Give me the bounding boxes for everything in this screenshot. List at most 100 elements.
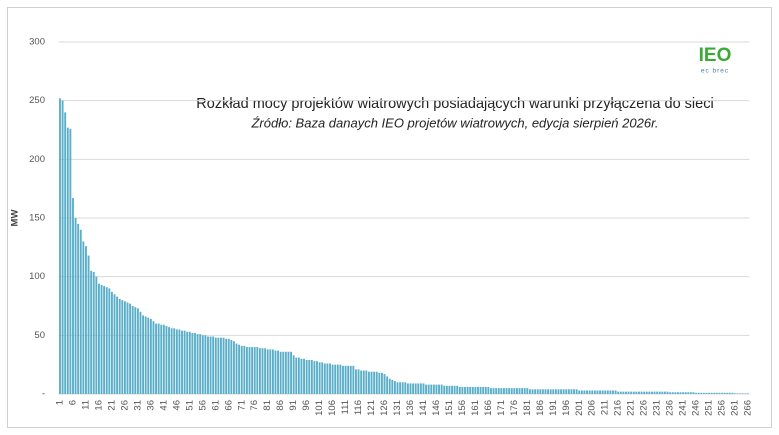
- bar: [744, 393, 747, 394]
- x-tick-label: 16: [93, 400, 104, 411]
- bar: [710, 392, 713, 394]
- bar: [59, 98, 61, 394]
- bar: [178, 329, 181, 394]
- x-tick-label: 76: [249, 400, 260, 411]
- x-tick-label: 66: [223, 400, 234, 411]
- x-tick-label: 116: [353, 400, 364, 415]
- x-tick-label: 251: [704, 400, 715, 416]
- bar: [313, 361, 316, 394]
- bar: [513, 388, 516, 394]
- bar: [567, 389, 570, 394]
- bar: [113, 294, 116, 394]
- bar: [575, 389, 578, 394]
- bar: [682, 392, 685, 394]
- bar: [347, 365, 350, 394]
- bar: [103, 286, 106, 394]
- x-tick-label: 141: [418, 400, 429, 416]
- bar: [570, 389, 573, 394]
- bar: [310, 359, 313, 394]
- bar: [183, 330, 186, 394]
- bar: [331, 364, 334, 394]
- x-tick-label: 126: [379, 400, 390, 416]
- bar: [173, 328, 176, 394]
- bar: [214, 337, 217, 394]
- bar: [349, 365, 352, 394]
- bar: [365, 370, 368, 394]
- bar: [614, 390, 617, 394]
- bar: [632, 391, 635, 394]
- bar: [292, 355, 295, 394]
- bar: [297, 357, 300, 394]
- bar: [635, 391, 638, 394]
- bar: [640, 391, 643, 394]
- bar: [736, 393, 739, 394]
- bar: [417, 383, 420, 394]
- bar: [451, 385, 453, 394]
- bar: [147, 317, 150, 394]
- bar: [721, 392, 723, 394]
- bar: [609, 390, 612, 394]
- bar: [85, 246, 87, 394]
- x-tick-label: 181: [522, 400, 533, 416]
- x-tick-label: 46: [171, 400, 182, 411]
- bar: [136, 308, 139, 394]
- x-tick-label: 206: [587, 400, 598, 416]
- x-tick-label: 221: [626, 400, 637, 416]
- bar: [116, 296, 119, 394]
- bar: [440, 384, 443, 394]
- bar: [469, 386, 472, 394]
- bar: [414, 383, 417, 394]
- bar: [490, 388, 492, 394]
- x-tick-label: 21: [106, 400, 117, 411]
- bar: [139, 311, 142, 394]
- bar: [357, 369, 360, 394]
- bar: [142, 315, 145, 394]
- bar: [531, 389, 534, 394]
- bar: [240, 345, 243, 394]
- bar: [220, 337, 222, 394]
- bar: [87, 255, 90, 394]
- bar: [404, 382, 407, 394]
- x-tick-label: 216: [613, 400, 624, 416]
- bar: [370, 371, 373, 394]
- bar: [497, 388, 500, 394]
- bar: [162, 324, 165, 394]
- bar: [438, 384, 440, 394]
- bar: [110, 291, 113, 394]
- x-tick-label: 136: [405, 400, 416, 416]
- bar: [432, 384, 435, 394]
- bar: [316, 361, 318, 394]
- bar: [388, 378, 391, 394]
- bar: [466, 386, 469, 394]
- bar: [391, 379, 394, 394]
- bar: [536, 389, 539, 394]
- bar: [492, 388, 495, 394]
- x-tick-label: 186: [535, 400, 546, 416]
- bar: [121, 300, 124, 394]
- bar: [217, 337, 220, 394]
- y-tick-label: 100: [29, 271, 45, 282]
- bar: [380, 372, 383, 394]
- x-tick-label: 6: [67, 400, 78, 405]
- bar: [728, 392, 731, 394]
- bar: [186, 331, 189, 394]
- bar: [461, 386, 464, 394]
- x-tick-label: 246: [691, 400, 702, 416]
- bar: [663, 391, 666, 394]
- bar: [643, 391, 646, 394]
- x-tick-label: 31: [132, 400, 143, 411]
- bar: [196, 334, 199, 394]
- bar: [565, 389, 568, 394]
- bar: [692, 392, 695, 394]
- bar: [386, 376, 389, 394]
- bar: [617, 391, 620, 394]
- bar: [256, 347, 259, 394]
- bar: [334, 364, 337, 394]
- bar: [516, 388, 518, 394]
- bar: [669, 392, 672, 394]
- bar: [674, 392, 677, 394]
- x-tick-label: 86: [275, 400, 286, 411]
- bar: [419, 383, 422, 394]
- bar: [604, 390, 607, 394]
- bar: [295, 357, 298, 394]
